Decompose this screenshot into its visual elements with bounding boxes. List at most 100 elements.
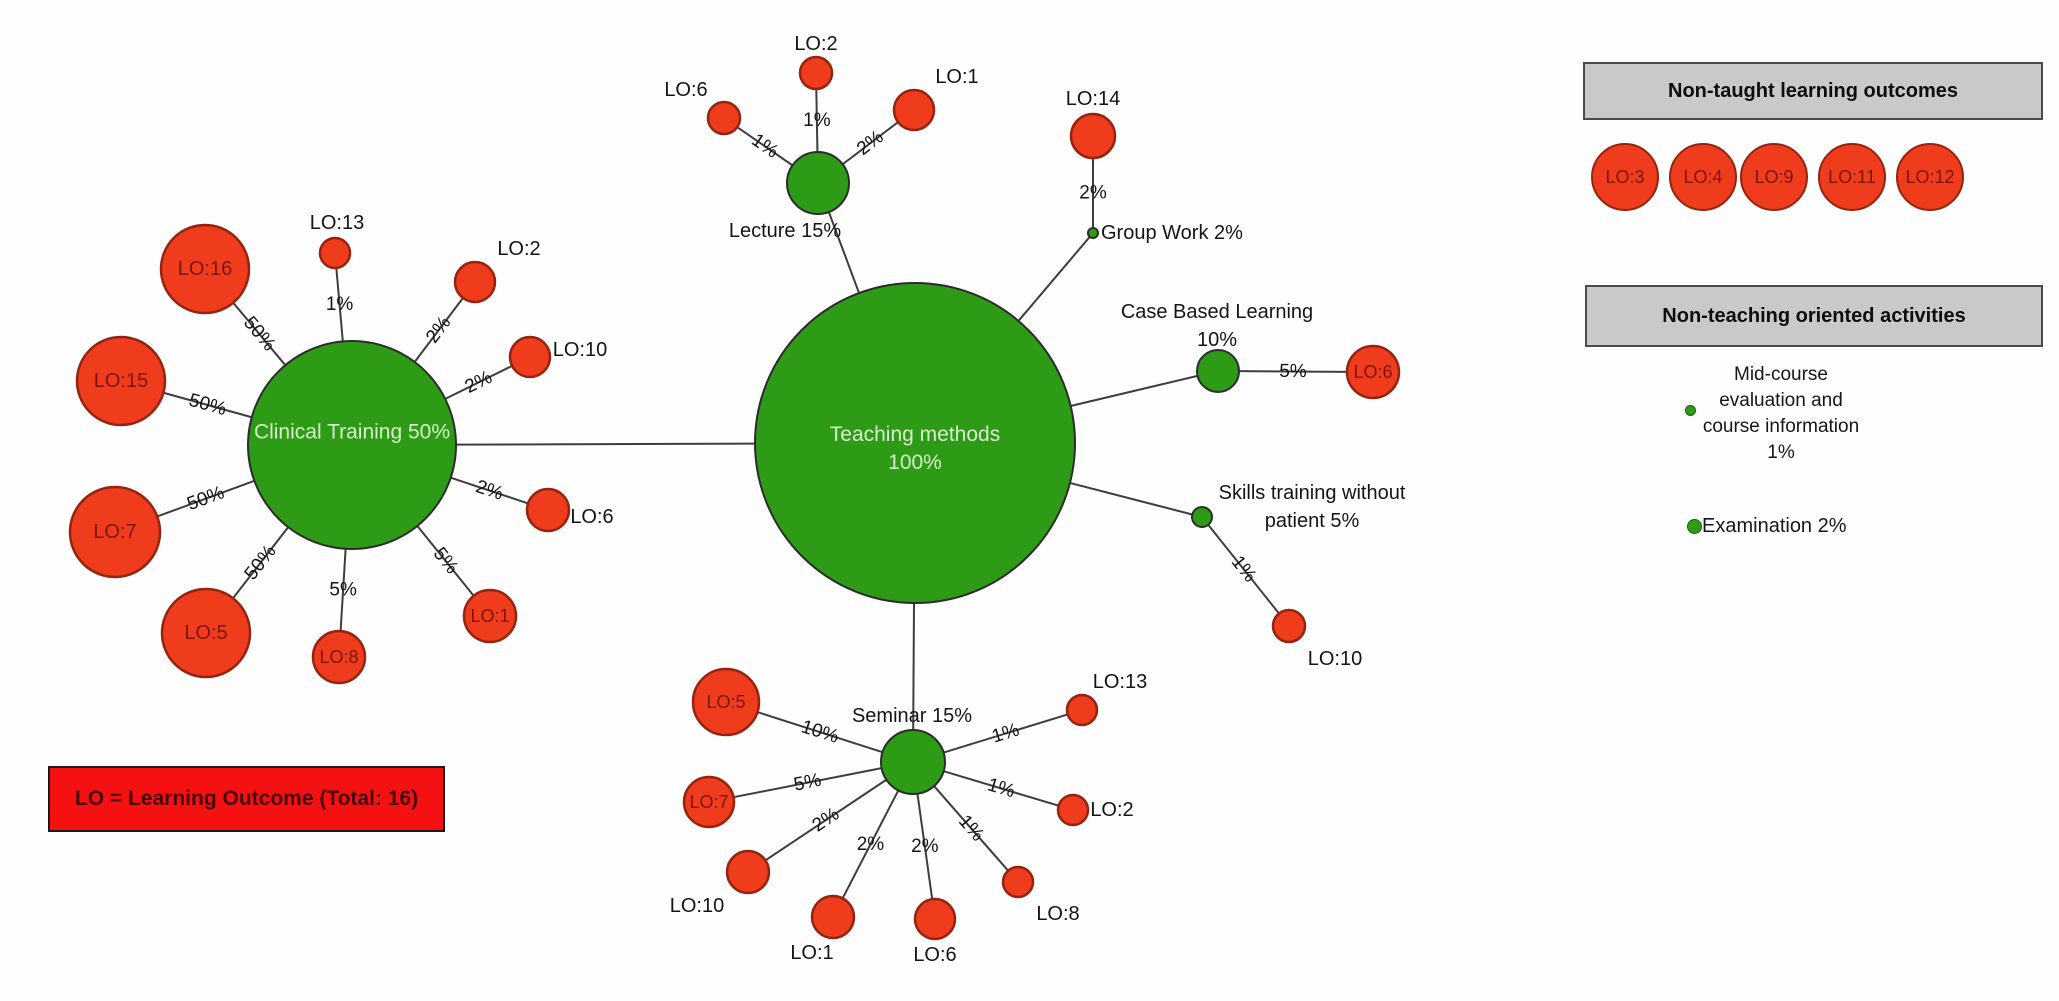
node-l2-circle [798, 55, 834, 91]
node-teaching-label: Teaching methods 100% [830, 423, 1000, 474]
node-g14-circle [1069, 112, 1117, 160]
node-c6-label: LO:6 [570, 506, 613, 528]
edge-label-groupwork-g14: 2% [1079, 183, 1107, 204]
non-taught-outcome-1: LO:3 [1591, 143, 1659, 211]
non-taught-outcome-4: LO:11 [1818, 143, 1886, 211]
edge-label-cbl-b6: 5% [1279, 361, 1307, 382]
node-groupwork-label: Group Work 2% [1101, 222, 1243, 244]
examination-label: Examination 2% [1702, 515, 1847, 537]
node-cbl-label-line-2: 10% [1197, 329, 1237, 351]
edge-label-lecture-l1: 2% [853, 126, 888, 159]
edge-label-clinical-c2: 2% [422, 313, 455, 348]
mid-course-label: Mid-course evaluation and course informa… [1656, 362, 1906, 466]
node-m10-label: LO:10 [670, 895, 724, 917]
edge-clinical-c15 [163, 391, 253, 419]
edge-seminar-m6 [916, 793, 934, 900]
node-m7-circle [682, 775, 736, 829]
edge-label-clinical-c1: 5% [429, 544, 463, 579]
node-lecture-label: Lecture 15% [729, 220, 842, 242]
node-c1-label: LO:1 [470, 606, 509, 626]
edge-label-clinical-c15: 50% [186, 390, 228, 420]
edge-teaching-lecture [827, 211, 861, 294]
node-l6-label: LO:6 [664, 79, 707, 101]
node-c13-label: LO:13 [310, 212, 364, 234]
node-c8-label: LO:8 [319, 647, 358, 667]
node-cbl-label-line-1: Case Based Learning [1121, 301, 1313, 323]
edge-lecture-l2 [815, 88, 819, 153]
mid-course-line-3: course information [1702, 416, 1860, 437]
node-c7-circle [68, 485, 162, 579]
legend-label: LO = Learning Outcome (Total: 16) [74, 787, 419, 810]
node-b6-label: LO:6 [1353, 362, 1392, 382]
node-l2-label: LO:2 [794, 33, 837, 55]
edge-lecture-l6 [736, 126, 794, 167]
node-l1-label: LO:1 [935, 66, 978, 88]
node-l1-circle [892, 88, 936, 132]
node-seminar-circle [880, 729, 946, 795]
edge-label-clinical-c8: 5% [329, 579, 357, 600]
mid-course-dot-icon [1685, 405, 1696, 416]
non-taught-outcome-3: LO:9 [1740, 143, 1808, 211]
node-s10-label: LO:10 [1308, 648, 1362, 670]
edge-label-seminar-m10: 2% [809, 804, 844, 837]
node-skills-label-line-1: Skills training without [1219, 482, 1406, 504]
edge-label-lecture-l2: 1% [803, 110, 831, 131]
edge-seminar-m10 [764, 778, 887, 862]
examination-dot-icon [1687, 519, 1702, 534]
node-c8-circle [311, 629, 367, 685]
node-c6-circle [525, 487, 571, 533]
node-c5-label: LO:5 [184, 622, 227, 644]
node-lecture-circle [786, 151, 850, 215]
edge-label-skills-s10: 1% [1227, 552, 1261, 587]
node-cbl-circle [1196, 349, 1240, 393]
edge-teaching-groupwork [1017, 236, 1091, 322]
edge-teaching-clinical [455, 442, 756, 446]
edge-clinical-c2 [413, 297, 464, 363]
node-m5-label: LO:5 [706, 692, 745, 712]
edge-clinical-c7 [156, 479, 255, 518]
mid-course-line-1: Mid-course [1734, 364, 1828, 385]
non-taught-header: Non-taught learning outcomes [1583, 62, 2043, 120]
node-c10-label: LO:10 [553, 339, 607, 361]
node-s10-circle [1271, 608, 1307, 644]
node-m6-circle [913, 897, 957, 941]
legend-box: LO = Learning Outcome (Total: 16) [48, 766, 445, 832]
node-m6-label: LO:6 [913, 944, 956, 966]
node-skills-label-line-2: patient 5% [1265, 510, 1360, 532]
edge-label-clinical-c13: 1% [326, 294, 354, 315]
node-g14-label: LO:14 [1066, 88, 1120, 110]
node-m10-circle [725, 849, 771, 895]
edge-label-seminar-m2: 1% [985, 774, 1017, 802]
node-m2-circle [1056, 793, 1090, 827]
mid-course-line-2: evaluation and [1719, 390, 1843, 411]
node-m5-circle [691, 667, 761, 737]
edge-teaching-seminar [912, 602, 915, 731]
node-c2-circle [453, 260, 497, 304]
node-teaching-label-line-1: Teaching methods [830, 423, 1000, 446]
node-teaching-circle [754, 282, 1076, 604]
edge-label-clinical-c10: 2% [462, 367, 496, 398]
node-seminar-label: Seminar 15% [852, 705, 972, 727]
edge-clinical-c5 [232, 526, 290, 599]
node-l6-circle [706, 100, 742, 136]
non-taught-outcome-2: LO:4 [1669, 143, 1737, 211]
node-c15-label: LO:15 [94, 370, 148, 392]
node-c5-circle [160, 587, 252, 679]
node-c13-circle [318, 236, 352, 270]
edge-label-seminar-m1: 2% [857, 834, 885, 855]
edge-teaching-skills [1069, 481, 1193, 516]
node-c16-label: LO:16 [178, 258, 232, 280]
edge-seminar-m2 [943, 770, 1059, 807]
non-taught-outcome-5: LO:12 [1896, 143, 1964, 211]
edge-clinical-c16 [232, 302, 287, 366]
edge-clinical-c6 [450, 476, 529, 505]
edge-seminar-m13 [943, 713, 1068, 754]
edge-label-clinical-c6: 2% [473, 476, 506, 505]
node-m2-label: LO:2 [1090, 799, 1133, 821]
node-clinical-label: Clinical Training 50% [254, 421, 450, 444]
edge-cbl-b6 [1238, 370, 1348, 373]
edge-seminar-m1 [841, 789, 900, 899]
edge-skills-s10 [1207, 524, 1280, 615]
node-c7-label: LO:7 [93, 521, 136, 543]
